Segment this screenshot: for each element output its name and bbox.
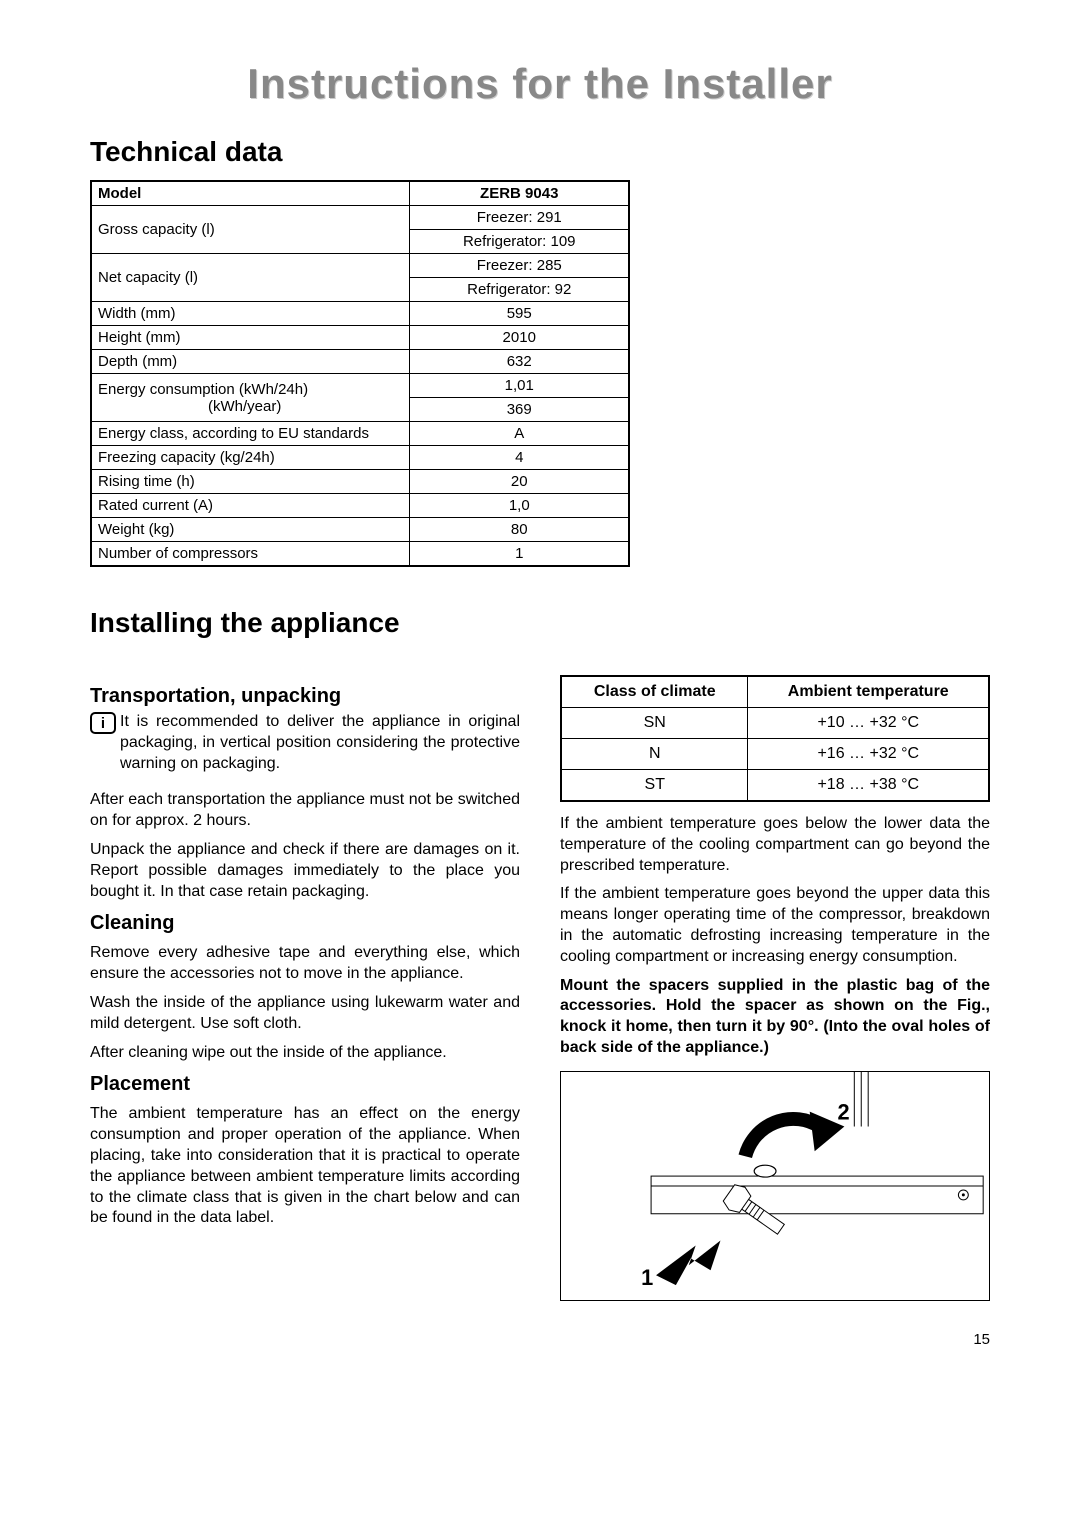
- arrow-2-icon: [745, 1111, 844, 1156]
- climate-temp: +18 … +38 °C: [748, 770, 989, 802]
- right-bold-para: Mount the spacers supplied in the plasti…: [560, 976, 990, 1059]
- right-column: Class of climate Ambient temperature SN …: [560, 675, 990, 1301]
- row-label-line1: Energy consumption (kWh/24h): [98, 381, 308, 398]
- header-value: ZERB 9043: [410, 181, 629, 206]
- table-row: Depth (mm) 632: [91, 350, 629, 374]
- info-paragraph: i It is recommended to deliver the appli…: [90, 712, 520, 782]
- row-label: Number of compressors: [91, 542, 410, 567]
- table-row: Energy class, according to EU standards …: [91, 422, 629, 446]
- climate-temp: +16 … +32 °C: [748, 739, 989, 770]
- table-row: Height (mm) 2010: [91, 326, 629, 350]
- installing-heading: Installing the appliance: [90, 607, 990, 639]
- climate-header-row: Class of climate Ambient temperature: [561, 676, 989, 708]
- climate-row: N +16 … +32 °C: [561, 739, 989, 770]
- climate-head-class: Class of climate: [561, 676, 748, 708]
- placement-title: Placement: [90, 1073, 520, 1096]
- placement-para-1: The ambient temperature has an effect on…: [90, 1104, 520, 1229]
- left-column: Transportation, unpacking i It is recomm…: [90, 675, 520, 1301]
- row-label: Height (mm): [91, 326, 410, 350]
- row-label: Net capacity (l): [91, 254, 410, 302]
- row-value: 1: [410, 542, 629, 567]
- climate-row: ST +18 … +38 °C: [561, 770, 989, 802]
- table-header-row: Model ZERB 9043: [91, 181, 629, 206]
- row-value: Freezer: 291: [410, 206, 629, 230]
- spacer-figure-svg: 1 2: [561, 1072, 989, 1300]
- row-label: Energy consumption (kWh/24h) (kWh/year): [91, 374, 410, 422]
- climate-head-temp: Ambient temperature: [748, 676, 989, 708]
- cleaning-para-3: After cleaning wipe out the inside of th…: [90, 1043, 520, 1064]
- technical-data-heading: Technical data: [90, 136, 990, 168]
- row-label: Freezing capacity (kg/24h): [91, 446, 410, 470]
- row-value: A: [410, 422, 629, 446]
- row-value: 369: [410, 398, 629, 422]
- table-row: Number of compressors 1: [91, 542, 629, 567]
- page-number: 15: [90, 1331, 990, 1348]
- row-label-line2: (kWh/year): [98, 398, 281, 415]
- climate-temp: +10 … +32 °C: [748, 708, 989, 739]
- row-value: 4: [410, 446, 629, 470]
- header-model: Model: [91, 181, 410, 206]
- row-label: Weight (kg): [91, 518, 410, 542]
- transport-para-2: After each transportation the appliance …: [90, 790, 520, 832]
- cleaning-para-2: Wash the inside of the appliance using l…: [90, 993, 520, 1035]
- table-row: Energy consumption (kWh/24h) (kWh/year) …: [91, 374, 629, 398]
- table-row: Rated current (A) 1,0: [91, 494, 629, 518]
- arrow-1-icon: [656, 1240, 720, 1285]
- info-icon: i: [90, 712, 116, 734]
- climate-class: N: [561, 739, 748, 770]
- table-row: Net capacity (l) Freezer: 285: [91, 254, 629, 278]
- row-value: 595: [410, 302, 629, 326]
- transport-para-1: It is recommended to deliver the applian…: [120, 712, 520, 774]
- table-row: Weight (kg) 80: [91, 518, 629, 542]
- row-value: Freezer: 285: [410, 254, 629, 278]
- figure-label-1: 1: [641, 1265, 653, 1290]
- row-label: Width (mm): [91, 302, 410, 326]
- transport-para-3: Unpack the appliance and check if there …: [90, 840, 520, 902]
- two-column-layout: Transportation, unpacking i It is recomm…: [90, 675, 990, 1301]
- right-para-2: If the ambient temperature goes beyond t…: [560, 884, 990, 967]
- row-value: 1,0: [410, 494, 629, 518]
- page-container: Instructions for the Installer Technical…: [0, 0, 1080, 1388]
- climate-class: SN: [561, 708, 748, 739]
- row-value: Refrigerator: 92: [410, 278, 629, 302]
- row-value: 1,01: [410, 374, 629, 398]
- transportation-title: Transportation, unpacking: [90, 685, 520, 708]
- climate-class: ST: [561, 770, 748, 802]
- table-row: Rising time (h) 20: [91, 470, 629, 494]
- table-row: Freezing capacity (kg/24h) 4: [91, 446, 629, 470]
- table-row: Width (mm) 595: [91, 302, 629, 326]
- spacer-figure: 1 2: [560, 1071, 990, 1301]
- row-value: Refrigerator: 109: [410, 230, 629, 254]
- row-value: 2010: [410, 326, 629, 350]
- row-value: 20: [410, 470, 629, 494]
- row-value: 632: [410, 350, 629, 374]
- row-label: Rated current (A): [91, 494, 410, 518]
- row-label: Energy class, according to EU standards: [91, 422, 410, 446]
- right-para-1: If the ambient temperature goes below th…: [560, 814, 990, 876]
- row-value: 80: [410, 518, 629, 542]
- main-title: Instructions for the Installer: [90, 60, 990, 108]
- climate-table: Class of climate Ambient temperature SN …: [560, 675, 990, 802]
- row-label: Rising time (h): [91, 470, 410, 494]
- figure-label-2: 2: [837, 1099, 849, 1124]
- climate-row: SN +10 … +32 °C: [561, 708, 989, 739]
- row-label: Depth (mm): [91, 350, 410, 374]
- row-label: Gross capacity (l): [91, 206, 410, 254]
- cleaning-title: Cleaning: [90, 912, 520, 935]
- technical-data-table: Model ZERB 9043 Gross capacity (l) Freez…: [90, 180, 630, 567]
- cleaning-para-1: Remove every adhesive tape and everythin…: [90, 943, 520, 985]
- table-row: Gross capacity (l) Freezer: 291: [91, 206, 629, 230]
